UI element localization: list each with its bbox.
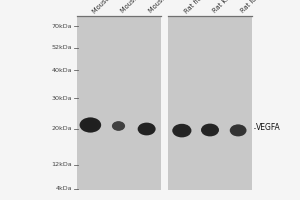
- Ellipse shape: [143, 127, 150, 131]
- Ellipse shape: [82, 119, 99, 131]
- Bar: [76, 16, 160, 190]
- Ellipse shape: [176, 126, 188, 135]
- Ellipse shape: [85, 121, 95, 129]
- Ellipse shape: [203, 125, 217, 135]
- Ellipse shape: [175, 126, 189, 135]
- Ellipse shape: [141, 125, 152, 133]
- Text: Rat lung: Rat lung: [240, 0, 264, 14]
- Ellipse shape: [142, 126, 151, 132]
- Ellipse shape: [177, 127, 186, 134]
- Ellipse shape: [173, 125, 190, 137]
- Ellipse shape: [204, 125, 216, 135]
- Ellipse shape: [231, 125, 245, 135]
- Text: Rat heart: Rat heart: [183, 0, 210, 14]
- Ellipse shape: [207, 128, 213, 132]
- Text: Mouse lung: Mouse lung: [148, 0, 179, 14]
- Ellipse shape: [175, 125, 189, 136]
- Ellipse shape: [230, 125, 246, 136]
- Ellipse shape: [84, 121, 97, 129]
- Ellipse shape: [173, 124, 191, 137]
- Ellipse shape: [206, 127, 214, 133]
- Ellipse shape: [206, 127, 214, 133]
- Ellipse shape: [80, 117, 101, 133]
- Ellipse shape: [86, 122, 95, 128]
- Ellipse shape: [172, 124, 191, 137]
- Ellipse shape: [80, 118, 101, 132]
- Ellipse shape: [202, 125, 217, 135]
- Text: 4kDa: 4kDa: [56, 186, 72, 192]
- Ellipse shape: [139, 123, 154, 135]
- Ellipse shape: [233, 127, 243, 134]
- Text: 70kDa: 70kDa: [52, 23, 72, 28]
- Ellipse shape: [82, 119, 99, 131]
- Ellipse shape: [230, 124, 247, 136]
- Text: 12kDa: 12kDa: [51, 162, 72, 168]
- Ellipse shape: [112, 121, 125, 131]
- Ellipse shape: [177, 127, 187, 134]
- Ellipse shape: [81, 118, 100, 132]
- Ellipse shape: [235, 128, 241, 133]
- Bar: [168, 16, 252, 190]
- Ellipse shape: [115, 123, 122, 129]
- Ellipse shape: [114, 123, 123, 129]
- Ellipse shape: [234, 127, 243, 134]
- Ellipse shape: [174, 125, 190, 136]
- Ellipse shape: [234, 128, 242, 133]
- Ellipse shape: [139, 124, 154, 134]
- Ellipse shape: [140, 124, 154, 134]
- Text: 52kDa: 52kDa: [52, 45, 72, 50]
- Ellipse shape: [138, 123, 156, 135]
- Text: 30kDa: 30kDa: [52, 96, 72, 100]
- Ellipse shape: [113, 122, 124, 130]
- Text: VEGFA: VEGFA: [256, 123, 280, 132]
- Ellipse shape: [204, 126, 216, 134]
- Ellipse shape: [205, 127, 215, 133]
- Ellipse shape: [115, 123, 122, 129]
- Ellipse shape: [83, 120, 98, 130]
- Ellipse shape: [231, 125, 246, 136]
- Ellipse shape: [205, 126, 215, 134]
- Text: Rat kidney: Rat kidney: [212, 0, 241, 14]
- Ellipse shape: [140, 124, 153, 134]
- Ellipse shape: [113, 122, 124, 130]
- Text: Mouse kidney: Mouse kidney: [120, 0, 157, 14]
- Ellipse shape: [201, 124, 219, 136]
- Ellipse shape: [143, 126, 150, 132]
- Ellipse shape: [141, 125, 152, 133]
- Ellipse shape: [176, 127, 188, 135]
- Ellipse shape: [235, 128, 242, 133]
- Ellipse shape: [113, 122, 124, 130]
- Ellipse shape: [114, 123, 123, 129]
- Ellipse shape: [233, 127, 244, 134]
- Ellipse shape: [112, 121, 125, 131]
- Text: 40kDa: 40kDa: [52, 68, 72, 72]
- Ellipse shape: [116, 124, 121, 128]
- Ellipse shape: [116, 124, 121, 128]
- Text: 20kDa: 20kDa: [52, 127, 72, 132]
- Ellipse shape: [178, 128, 186, 133]
- Ellipse shape: [138, 123, 155, 135]
- Ellipse shape: [83, 120, 98, 130]
- Ellipse shape: [232, 126, 244, 135]
- Ellipse shape: [85, 121, 96, 129]
- Ellipse shape: [116, 124, 122, 128]
- Ellipse shape: [86, 122, 94, 128]
- Ellipse shape: [178, 128, 185, 133]
- Ellipse shape: [142, 126, 152, 132]
- Text: Mouse heart: Mouse heart: [92, 0, 125, 14]
- Ellipse shape: [202, 124, 218, 136]
- Ellipse shape: [232, 126, 244, 135]
- Ellipse shape: [202, 124, 218, 136]
